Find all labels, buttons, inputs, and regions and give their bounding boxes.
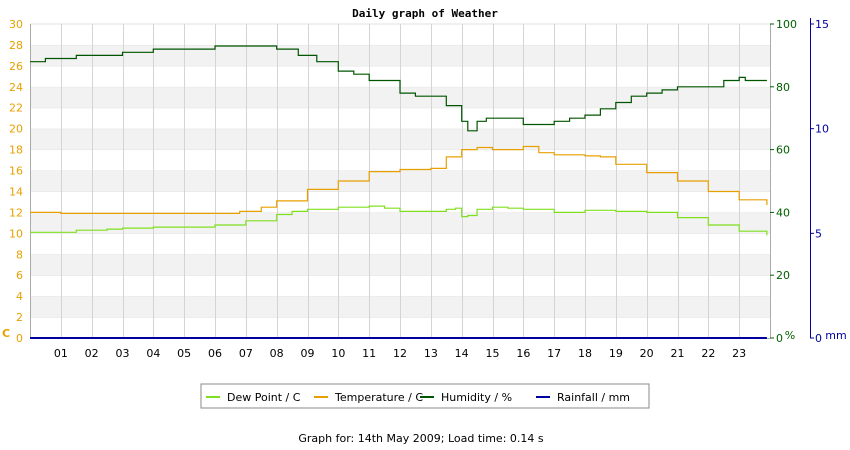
rainfall-axis-unit: mm: [825, 329, 846, 342]
series-line-0: [30, 205, 768, 236]
left-tick-label: 24: [9, 81, 23, 94]
humidity-tick-label: 100: [776, 18, 797, 31]
left-tick-label: 26: [9, 60, 23, 73]
x-axis-tick-labels: 01 02 03 04 05 06 07 08 09 10 11 12 13 14 15 16 17 18 19 20…: [54, 347, 746, 360]
x-tick-label: 21: [671, 347, 685, 360]
x-tick-label: 18: [578, 347, 592, 360]
left-tick-label: 12: [9, 206, 23, 219]
rainfall-tick-label: 5: [815, 227, 822, 240]
left-tick-label: 20: [9, 123, 23, 136]
left-tick-label: 22: [9, 102, 23, 115]
legend-label: Dew Point / C: [227, 391, 301, 404]
left-tick-label: 10: [9, 227, 23, 240]
series-line-2: [30, 45, 767, 132]
left-tick-label: 16: [9, 165, 23, 178]
left-tick-label: 14: [9, 185, 23, 198]
x-tick-label: 02: [85, 347, 99, 360]
x-tick-label: 03: [116, 347, 130, 360]
legend-label: Rainfall / mm: [557, 391, 630, 404]
x-tick-label: 23: [732, 347, 746, 360]
humidity-tick-label: 0: [776, 332, 783, 345]
series-line-1: [30, 145, 768, 214]
rainfall-tick-label: 15: [815, 18, 829, 31]
x-tick-label: 19: [609, 347, 623, 360]
x-tick-label: 20: [640, 347, 654, 360]
left-tick-label: 18: [9, 144, 23, 157]
x-tick-label: 08: [270, 347, 284, 360]
left-tick-label: 2: [16, 311, 23, 324]
x-tick-label: 09: [301, 347, 315, 360]
x-tick-label: 17: [547, 347, 561, 360]
x-tick-label: 06: [208, 347, 222, 360]
legend-label: Humidity / %: [441, 391, 512, 404]
left-tick-label: 30: [9, 18, 23, 31]
rainfall-tick-label: 10: [815, 123, 829, 136]
x-tick-label: 16: [516, 347, 530, 360]
vertical-gridlines: [61, 24, 740, 338]
x-tick-label: 13: [424, 347, 438, 360]
x-tick-label: 04: [146, 347, 160, 360]
chart-title: Daily graph of Weather: [352, 7, 498, 20]
rainfall-axis-tick-labels: 0 5 10 15: [810, 18, 829, 345]
left-tick-label: 6: [16, 269, 23, 282]
humidity-tick-label: 40: [776, 206, 790, 219]
left-tick-label: 4: [16, 290, 23, 303]
x-tick-label: 07: [239, 347, 253, 360]
left-tick-label: 0: [16, 332, 23, 345]
humidity-axis-unit: %: [785, 329, 795, 342]
left-tick-label: 28: [9, 39, 23, 52]
humidity-axis-tick-labels: 0 20 40 60 80 100: [770, 18, 797, 345]
legend: Dew Point / C Temperature / C Humidity / %…: [200, 383, 650, 409]
left-tick-label: 8: [16, 248, 23, 261]
x-tick-label: 05: [177, 347, 191, 360]
x-tick-label: 14: [455, 347, 469, 360]
x-tick-label: 11: [362, 347, 376, 360]
humidity-tick-label: 80: [776, 81, 790, 94]
x-tick-label: 01: [54, 347, 68, 360]
legend-label: Temperature / C: [334, 391, 423, 404]
humidity-tick-label: 60: [776, 144, 790, 157]
series-lines: [30, 45, 768, 339]
left-axis-unit: C: [2, 327, 10, 340]
x-tick-label: 12: [393, 347, 407, 360]
x-tick-label: 10: [331, 347, 345, 360]
rainfall-tick-label: 0: [815, 332, 822, 345]
x-tick-label: 22: [701, 347, 715, 360]
x-tick-label: 15: [486, 347, 500, 360]
humidity-tick-label: 20: [776, 269, 790, 282]
chart-footer: Graph for: 14th May 2009; Load time: 0.1…: [298, 432, 544, 445]
